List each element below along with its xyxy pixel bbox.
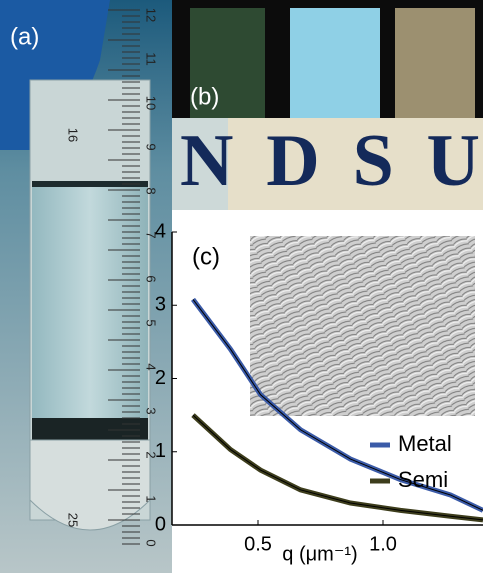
inset-image [250, 236, 475, 416]
ruler-label: 16 [66, 128, 81, 142]
ruler-label: 8 [144, 187, 159, 194]
ruler-label: 5 [144, 319, 159, 326]
y-tick-label: 4 [155, 220, 166, 242]
x-axis-label: q (μm⁻¹) [282, 543, 357, 565]
panel-label: (b) [190, 83, 219, 110]
ruler-label: 12 [144, 8, 159, 22]
y-tick-label: 2 [155, 367, 166, 389]
y-tick-label: 0 [155, 513, 166, 535]
x-tick-label: 1.0 [369, 533, 397, 555]
x-tick-label: 0.5 [244, 533, 272, 555]
ruler-label: 0 [144, 539, 159, 546]
y-tick-label: 3 [155, 294, 166, 316]
legend-label: Metal [398, 431, 452, 456]
figure: (a) (b) NDSU (c) 12111098765432101625012… [0, 0, 483, 573]
y-tick-label: 1 [155, 440, 166, 462]
legend-label: Semi [398, 467, 448, 492]
ruler-label: 11 [144, 52, 159, 66]
photo-tube [0, 0, 172, 573]
panel-label: (c) [192, 243, 220, 270]
ruler-label: 25 [66, 513, 81, 527]
ruler-label: 6 [144, 275, 159, 282]
ruler-label: 9 [144, 143, 159, 150]
ruler-label: 10 [144, 96, 159, 110]
ruler-label: 3 [144, 407, 159, 414]
ruler-label: 1 [144, 495, 159, 502]
panel-label: (a) [10, 23, 39, 50]
